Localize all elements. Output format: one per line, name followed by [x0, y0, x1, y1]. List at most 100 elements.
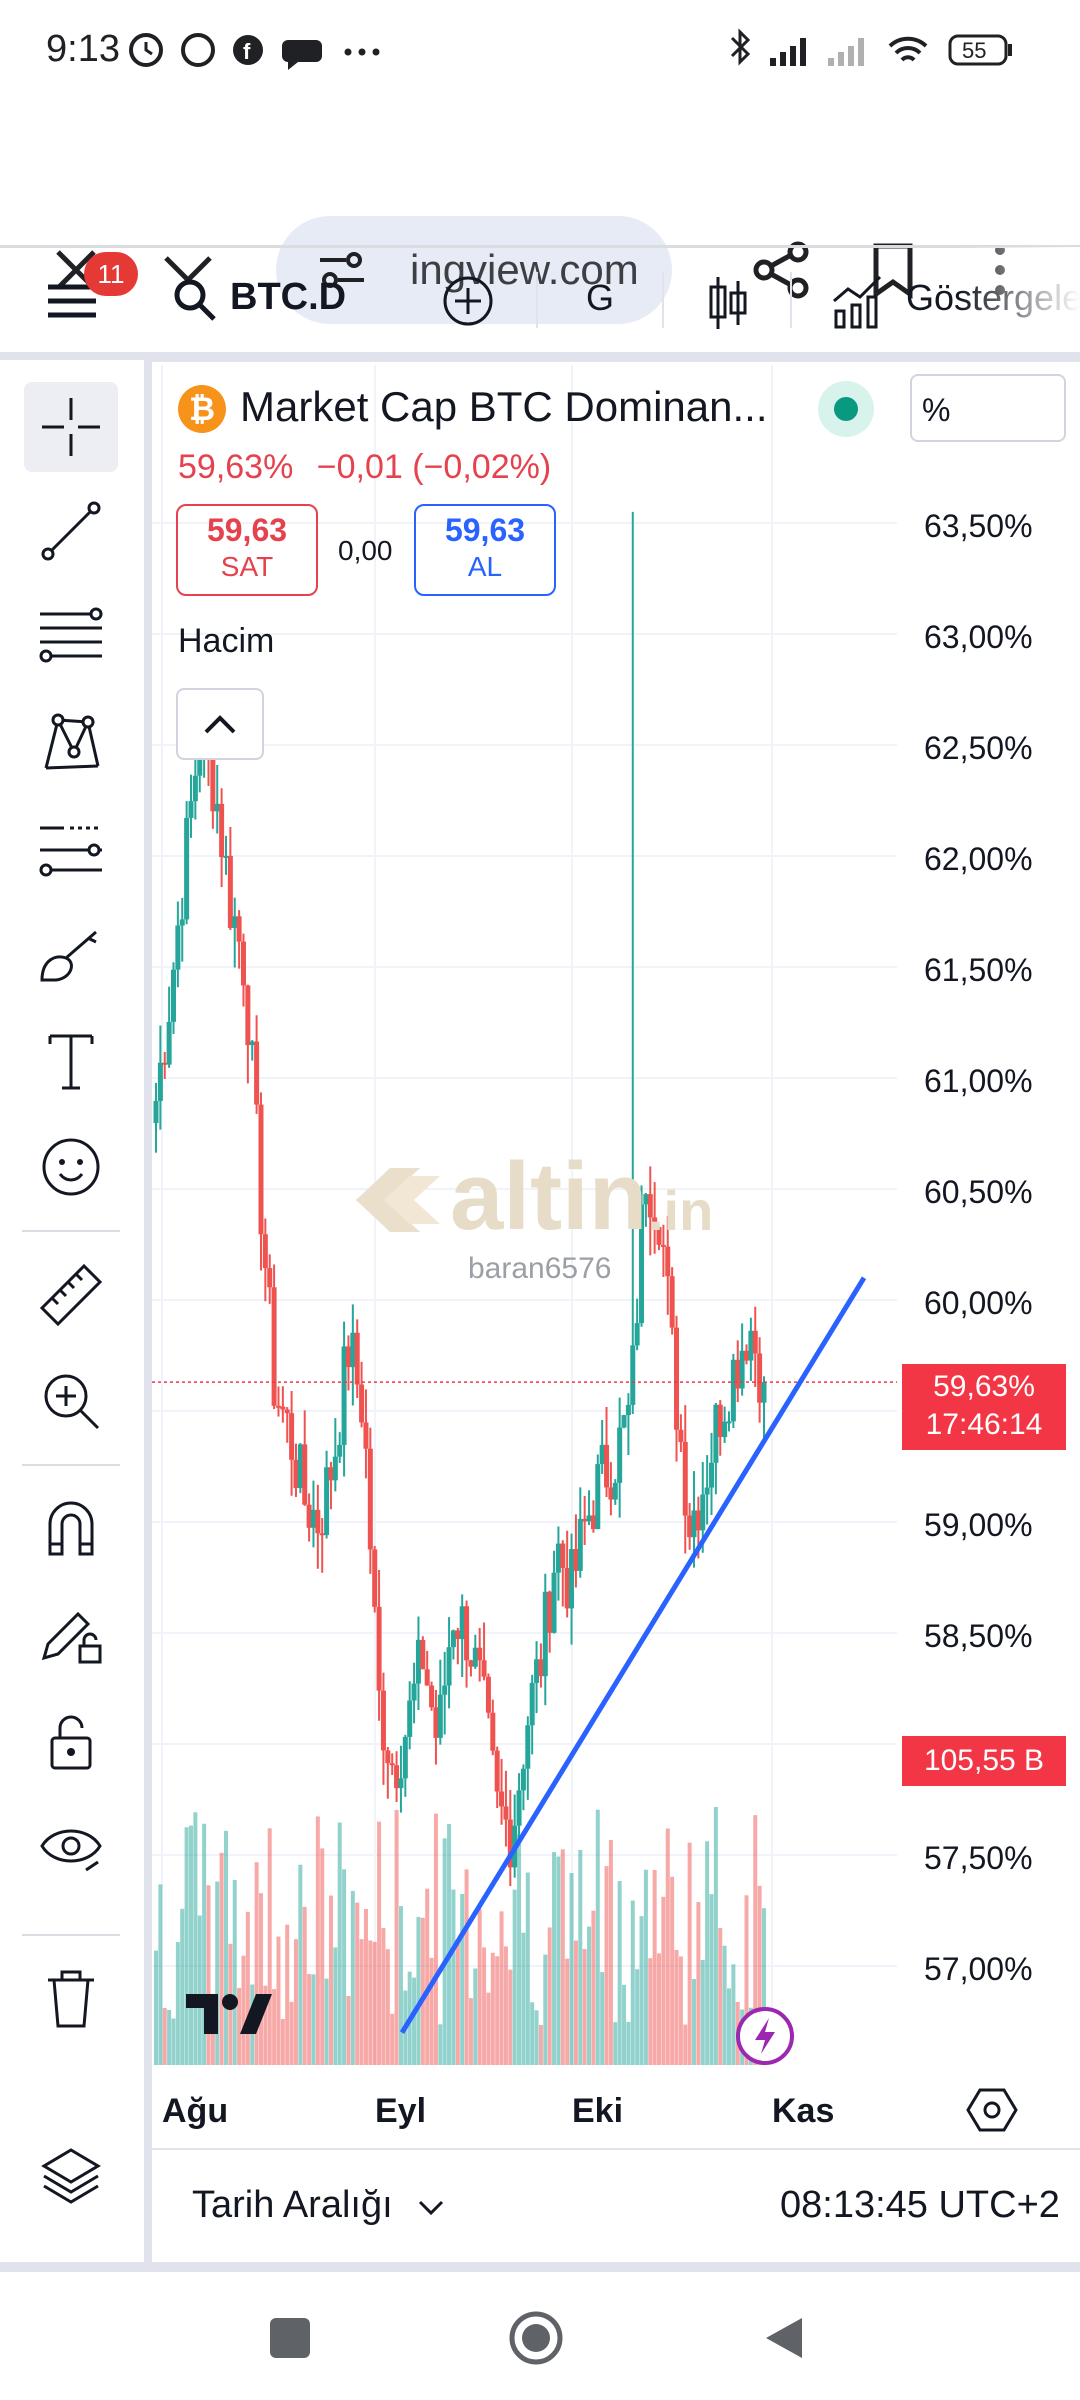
candle-body	[275, 1405, 281, 1408]
symbol-name[interactable]: BTC.D	[230, 276, 347, 318]
chart-clock[interactable]: 08:13:45 UTC+2	[780, 2184, 1060, 2226]
volume-bar	[608, 1839, 613, 2065]
lock-all-tool[interactable]	[24, 1696, 118, 1786]
candle-body	[271, 1287, 277, 1406]
volume-bar	[438, 2024, 443, 2065]
tools-separator	[22, 1230, 120, 1232]
notification-badge: 11	[84, 252, 138, 296]
layers-tool[interactable]	[24, 2130, 118, 2220]
scale-mode-box[interactable]: %	[910, 374, 1066, 442]
lock-drawing-tool[interactable]	[24, 1590, 118, 1680]
hide-drawings-tool[interactable]	[24, 1802, 118, 1892]
delete-tool[interactable]	[24, 1954, 118, 2044]
settings-hex-icon[interactable]	[966, 2084, 1018, 2136]
flash-icon[interactable]	[735, 2006, 795, 2066]
volume-tag: 105,55 B	[902, 1736, 1066, 1786]
candle-body	[652, 1217, 658, 1228]
volume-bar	[643, 1869, 648, 2065]
site-settings-icon[interactable]	[316, 250, 368, 290]
candle-body	[564, 1567, 570, 1609]
candle-body	[302, 1444, 308, 1505]
chart-canvas[interactable]	[152, 365, 1080, 2145]
battery-level: 55	[962, 38, 987, 63]
volume-bar	[731, 1964, 736, 2065]
toolbar-divider	[790, 272, 792, 328]
candle-body	[376, 1606, 382, 1691]
pattern-tool[interactable]	[24, 698, 118, 788]
symbol-title[interactable]: Market Cap BTC Dominan...	[240, 383, 768, 430]
brush-tool[interactable]	[24, 910, 118, 1000]
candle-body	[757, 1353, 763, 1403]
measure-tool[interactable]	[24, 1250, 118, 1340]
watermark-brand: altin	[450, 1143, 648, 1250]
trash-icon	[48, 1970, 94, 2028]
buy-value: 59,63	[444, 512, 526, 548]
candle-body	[280, 1406, 286, 1410]
magnet-tool[interactable]	[24, 1484, 118, 1574]
volume-bar	[442, 1838, 447, 2065]
candle-body	[472, 1647, 478, 1667]
volume-bar	[324, 1978, 329, 2065]
volume-bar	[709, 1894, 714, 2065]
candle-body	[310, 1509, 316, 1528]
crosshair-tool[interactable]	[24, 382, 118, 472]
volume-bar	[197, 1915, 202, 2065]
candles-icon[interactable]	[706, 273, 750, 333]
volume-legend[interactable]: Hacim	[178, 622, 275, 660]
price-axis-label: 59,00%	[924, 1507, 1033, 1543]
price-axis-label: 57,00%	[924, 1951, 1033, 1987]
status-time: 9:13	[46, 28, 120, 70]
trendline-tool[interactable]	[24, 486, 118, 576]
eye-icon	[40, 1829, 102, 1872]
recents-icon[interactable]	[268, 2316, 312, 2360]
candle-body	[643, 1194, 649, 1205]
candle-body	[380, 1690, 386, 1751]
candle-body	[363, 1422, 369, 1449]
url-bar[interactable]	[276, 216, 672, 324]
volume-bar	[652, 1870, 657, 2065]
candle-body	[192, 775, 198, 802]
back-icon[interactable]	[762, 2314, 806, 2362]
price-axis-label: 62,50%	[924, 730, 1033, 766]
volume-bar	[543, 1954, 548, 2065]
sell-button[interactable]: 59,63 SAT	[176, 504, 318, 596]
volume-bar	[517, 1834, 522, 2065]
candle-body	[267, 1268, 273, 1288]
candle-body	[752, 1330, 758, 1354]
volume-bar	[687, 1842, 692, 2065]
buy-button[interactable]: 59,63 AL	[414, 504, 556, 596]
collapse-legend-button[interactable]	[176, 688, 264, 760]
emoji-tool[interactable]	[24, 1122, 118, 1212]
candle-body	[678, 1429, 684, 1442]
candle-body	[691, 1510, 697, 1538]
zoom-tool[interactable]	[24, 1356, 118, 1446]
candle-body	[739, 1350, 745, 1389]
candle-body	[420, 1639, 426, 1670]
search-icon[interactable]	[172, 277, 218, 323]
candle-body	[184, 817, 190, 920]
indicators-icon[interactable]	[830, 271, 886, 331]
market-status-icon[interactable]	[818, 381, 874, 437]
volume-bar	[560, 1849, 565, 2065]
text-tool[interactable]	[24, 1016, 118, 1106]
date-range-button[interactable]: Tarih Aralığı	[192, 2184, 393, 2226]
status-bar: 9:13 f 55	[0, 0, 1080, 100]
volume-bar	[420, 1917, 425, 2065]
fib-tool[interactable]	[24, 592, 118, 682]
chart-pane[interactable]	[152, 365, 1080, 2275]
candle-body	[385, 1750, 391, 1764]
candle-body	[560, 1543, 566, 1568]
prediction-tool[interactable]	[24, 804, 118, 894]
candle-body	[227, 855, 233, 928]
url-text[interactable]: ingview.com	[410, 246, 639, 293]
candle-body	[617, 1427, 623, 1483]
interval-button[interactable]: G	[586, 277, 615, 318]
home-icon[interactable]	[508, 2310, 564, 2366]
volume-bar	[630, 1900, 635, 2065]
volume-bar	[258, 1893, 263, 2065]
volume-bar	[451, 1889, 456, 2065]
chevron-down-icon[interactable]	[416, 2196, 446, 2220]
candle-body	[577, 1518, 583, 1571]
candle-body	[415, 1639, 421, 1684]
add-symbol-icon[interactable]	[442, 275, 494, 327]
